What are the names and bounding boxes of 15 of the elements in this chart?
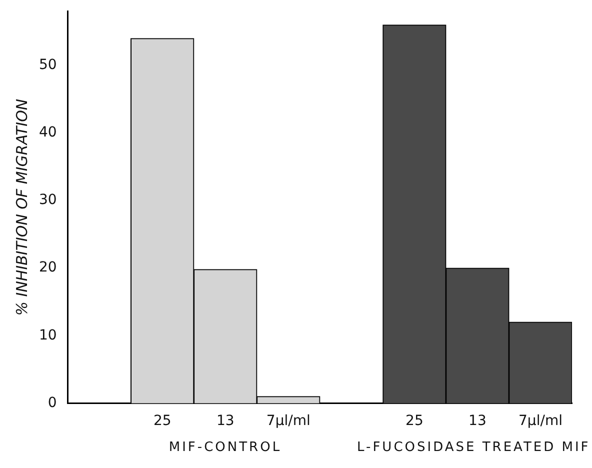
text: L-FUCOSIDASE TREATED MIF xyxy=(357,440,590,455)
y-tick-label: 30 xyxy=(38,192,57,208)
x-tick-label: 13 xyxy=(468,413,486,430)
text: MIF-CONTROL xyxy=(168,440,282,455)
y-tick-label: 0 xyxy=(48,394,57,411)
x-tick-label: 25 xyxy=(153,413,172,430)
y-tick-label: 10 xyxy=(38,327,57,344)
x-tick-label: 25 xyxy=(406,413,424,430)
x-tick-label: 7µl/ml xyxy=(518,413,562,430)
y-tick-label: 40 xyxy=(38,124,57,141)
y-tick-label: 50 xyxy=(38,57,57,74)
y-axis-title: % INHIBITION OF MIGRATION xyxy=(12,98,31,316)
x-tick-label: 7µl/ml xyxy=(266,413,310,430)
y-tick-label: 20 xyxy=(38,260,57,276)
x-tick-label: 13 xyxy=(216,413,234,430)
